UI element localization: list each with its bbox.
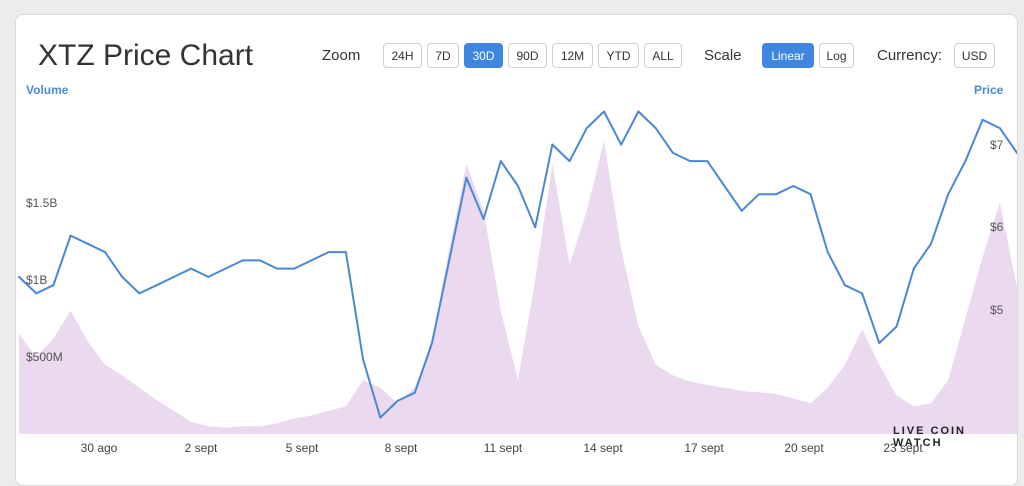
x-tick-label: 2 sept — [184, 441, 218, 455]
x-tick-label: 23 sept — [883, 441, 923, 455]
price-point — [826, 251, 829, 254]
price-point — [1016, 151, 1017, 154]
volume-axis-title: Volume — [26, 83, 69, 97]
price-point — [482, 218, 485, 220]
price-point — [757, 193, 760, 196]
live-coin-watch-watermark: LIVE COIN WATCH — [893, 425, 967, 449]
x-tick-label: 5 sept — [285, 441, 319, 455]
price-point — [327, 251, 330, 254]
price-point — [18, 275, 20, 278]
price-point — [568, 160, 571, 163]
price-point — [671, 151, 674, 154]
currency-usd-button[interactable]: USD — [954, 43, 995, 68]
chart-title: XTZ Price Chart — [38, 39, 254, 72]
price-point — [809, 193, 812, 196]
zoom-90d-button[interactable]: 90D — [508, 43, 547, 68]
price-point — [431, 342, 433, 344]
price-point — [293, 267, 296, 270]
price-point — [396, 399, 399, 402]
price-point — [465, 176, 468, 179]
price-point — [878, 342, 881, 344]
volume-area — [19, 141, 1017, 434]
price-point — [121, 275, 124, 278]
price-point — [534, 226, 537, 229]
price-point — [172, 275, 175, 278]
price-point — [155, 284, 158, 287]
x-tick-label: 17 sept — [684, 441, 724, 455]
price-point — [775, 193, 778, 196]
price-tick-label: $7 — [990, 137, 1004, 152]
volume-tick-label: $1.5B — [26, 195, 58, 210]
price-tick-label: $5 — [990, 302, 1004, 317]
price-point — [723, 185, 726, 187]
price-point — [35, 292, 38, 295]
price-point — [620, 143, 623, 146]
price-point — [310, 259, 313, 262]
price-point — [344, 251, 347, 254]
price-point — [104, 251, 106, 254]
x-tick-label: 20 sept — [784, 441, 824, 455]
price-point — [843, 284, 846, 287]
price-point — [138, 292, 141, 295]
zoom-7d-button[interactable]: 7D — [427, 43, 459, 68]
price-point — [585, 127, 588, 130]
price-point — [895, 325, 898, 328]
price-point — [654, 127, 657, 130]
price-point — [86, 242, 89, 245]
price-point — [964, 160, 967, 163]
price-point — [603, 110, 605, 113]
x-tick-label: 14 sept — [583, 441, 623, 455]
price-point — [499, 160, 502, 163]
chart-plot-area — [18, 110, 1017, 434]
price-point — [740, 209, 743, 212]
zoom-12m-button[interactable]: 12M — [552, 43, 593, 68]
price-point — [413, 391, 416, 394]
price-point — [551, 143, 554, 146]
price-point — [190, 267, 193, 270]
price-point — [689, 160, 692, 163]
price-point — [981, 118, 984, 121]
price-point — [258, 259, 261, 262]
price-point — [861, 292, 864, 295]
price-axis-title: Price — [974, 83, 1004, 97]
price-point — [930, 242, 932, 245]
x-tick-label: 8 sept — [384, 441, 418, 455]
price-point — [276, 267, 279, 270]
price-point — [448, 259, 451, 262]
price-point — [706, 160, 709, 163]
x-tick-label: 11 sept — [483, 441, 523, 455]
scale-label: Scale — [704, 47, 742, 64]
zoom-ytd-button[interactable]: YTD — [598, 43, 639, 68]
scale-log-button[interactable]: Log — [819, 43, 854, 68]
price-tick-label: $6 — [990, 220, 1004, 235]
zoom-30d-button[interactable]: 30D — [464, 43, 503, 68]
price-point — [69, 234, 72, 237]
zoom-label: Zoom — [322, 47, 361, 64]
price-point — [241, 259, 244, 262]
price-point — [947, 193, 950, 196]
price-point — [912, 267, 915, 270]
currency-label: Currency: — [877, 47, 943, 64]
scale-linear-button[interactable]: Linear — [762, 43, 814, 68]
price-point — [207, 275, 210, 278]
price-point — [792, 185, 795, 187]
price-point — [637, 110, 640, 113]
price-point — [224, 267, 227, 270]
zoom-all-button[interactable]: ALL — [644, 43, 682, 68]
chart-card: XTZ Price Chart Zoom 24H 7D 30D 90D 12M … — [15, 14, 1018, 486]
price-point — [517, 185, 519, 187]
price-point — [998, 127, 1001, 130]
x-tick-label: 30 ago — [80, 441, 118, 455]
volume-tick-label: $500M — [26, 349, 63, 364]
price-point — [52, 284, 55, 287]
zoom-24h-button[interactable]: 24H — [383, 43, 422, 68]
price-point — [379, 416, 382, 419]
volume-tick-label: $1B — [26, 272, 48, 287]
price-point — [362, 358, 365, 361]
